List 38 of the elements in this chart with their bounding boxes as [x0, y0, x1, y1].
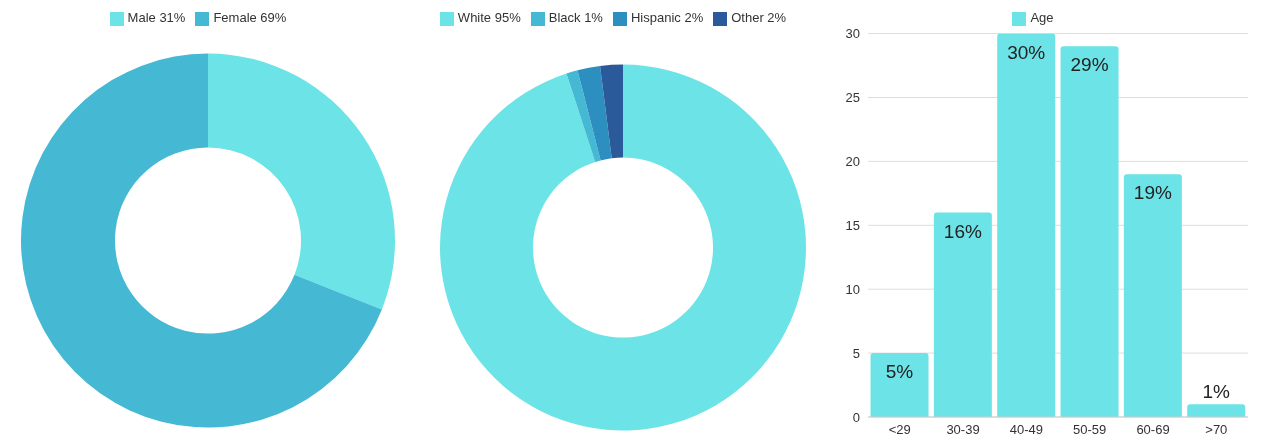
data-label: 29%	[1070, 54, 1109, 76]
y-tick-label: 5	[852, 345, 860, 361]
x-tick-label: <29	[888, 422, 911, 438]
bar	[1123, 174, 1182, 417]
bar	[1187, 404, 1246, 417]
data-label: 30%	[1007, 41, 1046, 63]
legend-label: Male 31%	[127, 10, 186, 25]
donut-slice	[577, 66, 612, 161]
y-tick-label: 10	[845, 281, 860, 297]
donut-slice	[440, 64, 806, 431]
data-label: 5%	[885, 361, 914, 383]
legend-label: Female 69%	[213, 10, 287, 25]
legend-label: Hispanic 2%	[630, 10, 704, 25]
legend-label: White 95%	[457, 10, 521, 25]
donut-slice	[600, 64, 623, 159]
bar	[933, 212, 992, 417]
data-label: 1%	[1202, 381, 1231, 403]
x-tick-label: 40-49	[1009, 422, 1043, 438]
bar	[997, 33, 1056, 417]
y-tick-label: 15	[845, 217, 860, 233]
donut-slice	[566, 70, 601, 162]
bar	[1060, 46, 1119, 417]
x-tick-label: >70	[1205, 422, 1228, 438]
x-tick-label: 30-39	[946, 422, 980, 438]
bar	[870, 353, 929, 417]
donut-slice	[21, 53, 382, 428]
legend-label: Black 1%	[548, 10, 603, 25]
data-label: 19%	[1133, 182, 1172, 204]
legend-label: Age	[1030, 10, 1054, 25]
x-tick-label: 60-69	[1136, 422, 1170, 438]
x-tick-label: 50-59	[1073, 422, 1107, 438]
legend-label: Other 2%	[731, 10, 787, 25]
data-label: 16%	[943, 220, 982, 242]
y-tick-label: 30	[845, 26, 860, 42]
y-tick-label: 0	[852, 409, 860, 425]
y-tick-label: 25	[845, 90, 860, 106]
donut-slice	[208, 53, 395, 310]
y-tick-label: 20	[845, 153, 860, 169]
